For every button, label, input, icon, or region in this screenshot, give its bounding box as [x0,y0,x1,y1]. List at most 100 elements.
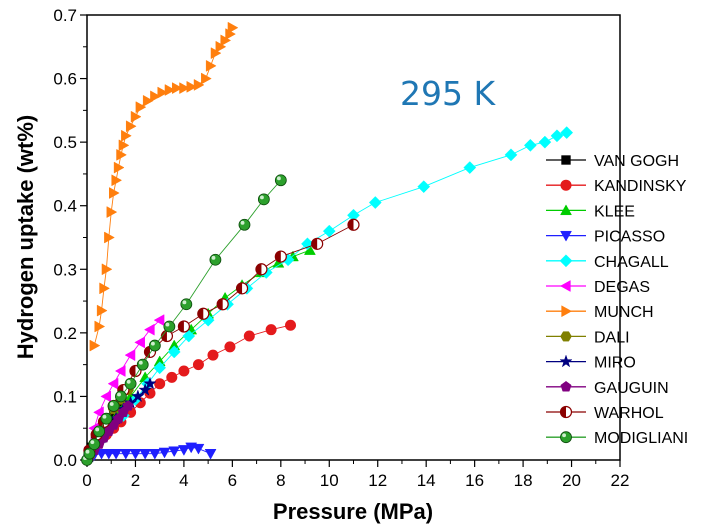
legend-item: PICASSO [546,229,665,246]
data-point [255,263,268,276]
data-point [463,161,477,174]
x-tick-label: 2 [131,471,140,490]
legend-label: PICASSO [594,229,665,246]
x-tick-label: 8 [276,471,285,490]
x-tick-label: 16 [465,471,484,490]
data-point [101,263,113,276]
data-point [285,319,297,331]
legend-label: VAN GOGH [594,153,679,170]
series-line [93,27,233,346]
data-point [129,448,142,460]
legend-marker [560,179,572,191]
data-point [368,196,382,209]
x-axis-title: Pressure (MPa) [273,499,433,524]
data-point [167,345,181,359]
series-line [86,179,282,461]
series-layer [81,21,574,466]
y-tick-label: 0.7 [53,6,77,25]
legend-marker [559,254,573,268]
data-point [93,406,104,419]
data-point [207,349,219,361]
data-point [205,59,217,72]
data-point [106,206,118,218]
data-point [135,101,147,114]
data-point [177,445,190,456]
x-axis: 0 2 4 6 8 10 12 14 16 18 20 22 [82,460,629,490]
y-axis: 0.0 0.1 0.2 0.3 0.4 0.5 0.6 0.7 [53,6,87,470]
data-point [192,359,204,371]
x-tick-label: 4 [179,471,188,490]
data-point [124,377,137,390]
legend-marker [560,204,572,216]
legend-marker [561,305,573,318]
data-point [216,298,229,311]
data-point [186,80,198,93]
legend-marker [559,354,573,368]
data-point [209,253,222,266]
data-point [523,138,537,152]
data-point [153,314,165,327]
data-point [238,218,251,231]
data-point [347,218,360,231]
data-point [88,438,101,451]
legend-item: VAN GOGH [546,153,679,170]
x-tick-label: 20 [562,471,581,490]
legend-label: WARHOL [594,405,664,422]
legend-label: DALI [594,329,630,346]
data-point [104,231,115,244]
data-point [109,187,120,199]
data-point [158,447,171,459]
legend-marker [560,380,572,392]
data-point [417,180,431,194]
y-tick-label: 0.0 [53,451,77,470]
legend-label: CHAGALL [594,254,669,271]
y-tick-label: 0.5 [53,133,77,152]
data-point [142,94,154,107]
data-point [150,90,161,103]
data-point [179,82,190,95]
data-point [164,84,176,96]
legend-label: MUNCH [594,304,654,321]
plot-frame [86,14,621,461]
data-point [93,425,106,438]
data-point [538,135,552,149]
data-point [136,358,149,371]
legend-marker [560,230,572,242]
x-tick-label: 14 [417,471,436,490]
data-point [130,110,142,123]
data-point [177,320,191,333]
legend-label: GAUGUIN [594,380,669,397]
legend-marker [559,280,571,292]
legend-item: WARHOL [546,405,664,422]
data-point [227,21,239,34]
data-point [166,371,178,383]
data-point [114,365,126,377]
legend-item: MIRO [546,354,636,372]
y-tick-label: 0.2 [53,324,77,343]
data-point [122,400,134,411]
x-tick-label: 6 [228,471,237,490]
data-point [143,376,157,390]
data-point [560,126,574,140]
series-line [122,132,567,416]
data-point [504,148,518,162]
y-tick-label: 0.6 [53,70,77,89]
x-tick-label: 18 [514,471,533,490]
legend-label: DEGAS [594,279,650,296]
data-point [168,446,181,458]
data-point [96,304,108,317]
data-point [180,298,193,311]
data-point [115,390,127,403]
legend-marker [560,431,572,444]
data-point [157,86,169,99]
data-point [139,448,152,460]
data-point [138,382,152,396]
y-tick-label: 0.4 [53,197,77,216]
data-point [265,324,277,336]
series-line [88,319,160,448]
data-point [550,129,564,143]
legend-item: DEGAS [546,279,650,296]
x-tick-label: 22 [611,471,630,490]
data-point [193,79,205,91]
legend-item: KANDINSKY [546,178,687,195]
